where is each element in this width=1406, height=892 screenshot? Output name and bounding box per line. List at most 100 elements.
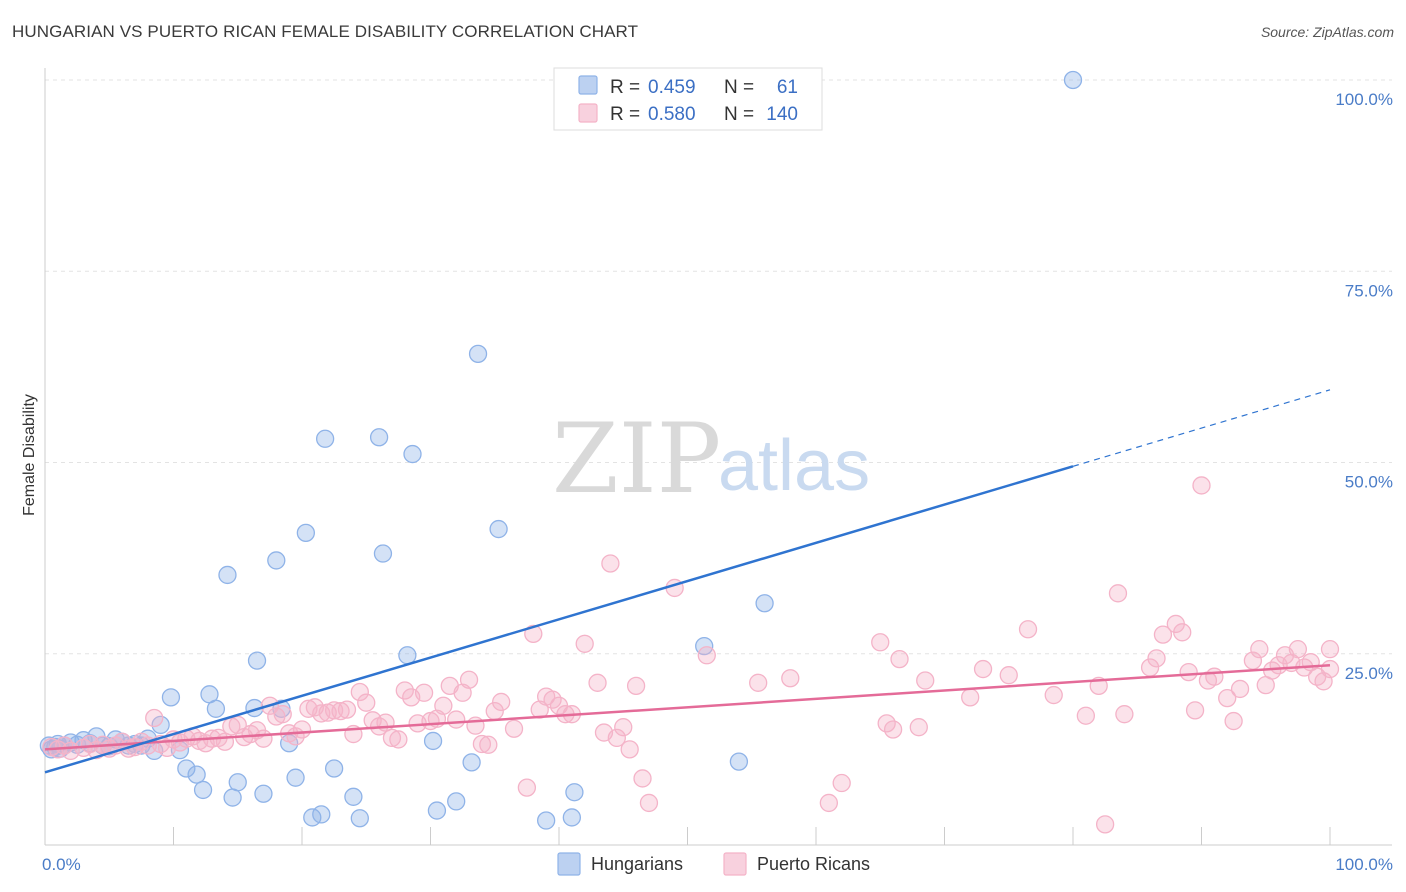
puerto-rican-point <box>389 730 408 749</box>
y-tick-label: 75.0% <box>1345 281 1393 300</box>
hungarian-point <box>398 646 417 665</box>
chart-source: Source: ZipAtlas.com <box>1260 24 1394 40</box>
series-legend: Hungarians Puerto Ricans <box>557 852 870 876</box>
puerto-rican-point <box>1173 623 1192 642</box>
puerto-rican-point <box>883 720 903 739</box>
puerto-rican-point <box>1095 815 1115 834</box>
puerto-rican-point <box>633 769 652 788</box>
puerto-rican-point <box>447 710 466 729</box>
hungarian-point <box>296 523 316 543</box>
puerto-rican-point <box>1192 476 1211 495</box>
watermark-atlas: atlas <box>718 426 870 506</box>
puerto-rican-point <box>588 673 607 692</box>
puerto-rican-point <box>145 708 164 728</box>
hungarian-point <box>562 808 581 827</box>
y-tick-label: 25.0% <box>1345 664 1393 683</box>
trend-line-puerto-ricans <box>44 663 1331 751</box>
hungarian-point <box>350 809 369 828</box>
trend-lines <box>44 389 1331 774</box>
hungarian-point <box>489 519 508 539</box>
hungarian-point <box>423 731 443 751</box>
hungarian-point <box>468 344 488 364</box>
hungarian-point <box>447 792 466 811</box>
hungarian-point <box>161 688 181 707</box>
legend-n-label: N = <box>724 104 754 125</box>
trend-line-hungarians <box>44 465 1074 774</box>
puerto-rican-point <box>626 676 646 696</box>
legend-swatch-hungarians <box>578 75 598 95</box>
puerto-rican-point <box>1250 640 1269 659</box>
puerto-rican-point <box>832 773 851 793</box>
hungarian-point <box>206 699 226 718</box>
y-tick-labels: 25.0% 50.0% 75.0% 100.0% <box>1335 90 1393 683</box>
hungarian-point <box>151 715 170 735</box>
hungarian-point <box>427 801 447 820</box>
y-axis-label: Female Disability <box>21 394 38 516</box>
puerto-rican-point <box>639 793 659 813</box>
hungarian-point <box>324 759 344 778</box>
puerto-rican-point <box>1288 640 1308 659</box>
legend-label-puerto-ricans: Puerto Ricans <box>757 854 870 874</box>
puerto-rican-point <box>504 719 524 738</box>
puerto-rican-point <box>254 729 273 748</box>
puerto-rican-point <box>273 705 292 724</box>
puerto-rican-point <box>492 692 511 712</box>
hungarian-point <box>312 805 331 824</box>
puerto-rican-point <box>350 682 369 702</box>
hungarian-point <box>344 787 363 806</box>
hungarian-point <box>369 428 389 447</box>
axes <box>44 68 1392 846</box>
puerto-rican-point <box>357 693 376 712</box>
hungarian-point <box>729 752 749 771</box>
puerto-rican-point <box>916 671 935 690</box>
hungarian-point <box>254 784 273 803</box>
puerto-rican-point <box>1115 705 1134 724</box>
puerto-rican-point <box>395 681 414 700</box>
puerto-rican-point <box>607 728 626 748</box>
puerto-rican-point <box>620 740 639 759</box>
puerto-rican-point <box>337 700 357 719</box>
puerto-rican-point <box>1320 640 1340 659</box>
puerto-rican-point <box>215 732 235 751</box>
puerto-rican-point <box>517 778 537 797</box>
legend-box <box>553 67 823 131</box>
legend-r-label: R = <box>610 104 640 125</box>
puerto-rican-point <box>1076 706 1095 725</box>
puerto-rican-point <box>909 718 928 737</box>
watermark-zip: ZIP <box>552 403 721 515</box>
legend-r-value: 0.459 <box>648 77 696 98</box>
hungarian-point <box>537 811 556 830</box>
puerto-rican-point <box>472 734 492 754</box>
puerto-rican-point <box>871 633 890 652</box>
legend-r-value: 0.580 <box>648 104 696 125</box>
hungarian-point <box>286 768 305 787</box>
puerto-rican-point <box>614 718 633 737</box>
puerto-rican-point <box>961 688 980 707</box>
x-tick-labels: 0.0% 100.0% <box>42 855 1393 874</box>
hungarian-point <box>1063 70 1083 90</box>
grid-lines <box>45 79 1392 655</box>
puerto-rican-point <box>697 646 716 665</box>
puerto-rican-point <box>601 554 620 573</box>
y-tick-label: 50.0% <box>1345 473 1393 492</box>
hungarian-point <box>247 651 267 670</box>
puerto-rican-point <box>524 624 543 644</box>
legend-swatch-hungarians <box>557 852 581 876</box>
puerto-rican-point <box>1044 685 1063 705</box>
hungarian-point <box>315 429 335 448</box>
hungarian-point <box>279 734 299 753</box>
x-tick-label: 0.0% <box>42 855 81 874</box>
puerto-rican-point <box>999 666 1018 685</box>
puerto-rican-point <box>1018 620 1038 639</box>
puerto-rican-point <box>414 683 434 702</box>
x-tick-label: 100.0% <box>1335 855 1393 874</box>
legend-n-value: 140 <box>766 104 798 125</box>
puerto-rican-point <box>819 793 838 813</box>
puerto-rican-point <box>1205 667 1224 686</box>
legend-swatch-puerto-ricans <box>723 852 747 876</box>
puerto-rican-point <box>324 701 344 720</box>
puerto-rican-point <box>749 673 768 692</box>
trend-line-hungarians-extension <box>1072 389 1331 467</box>
legend-swatch-puerto-ricans <box>578 103 598 123</box>
